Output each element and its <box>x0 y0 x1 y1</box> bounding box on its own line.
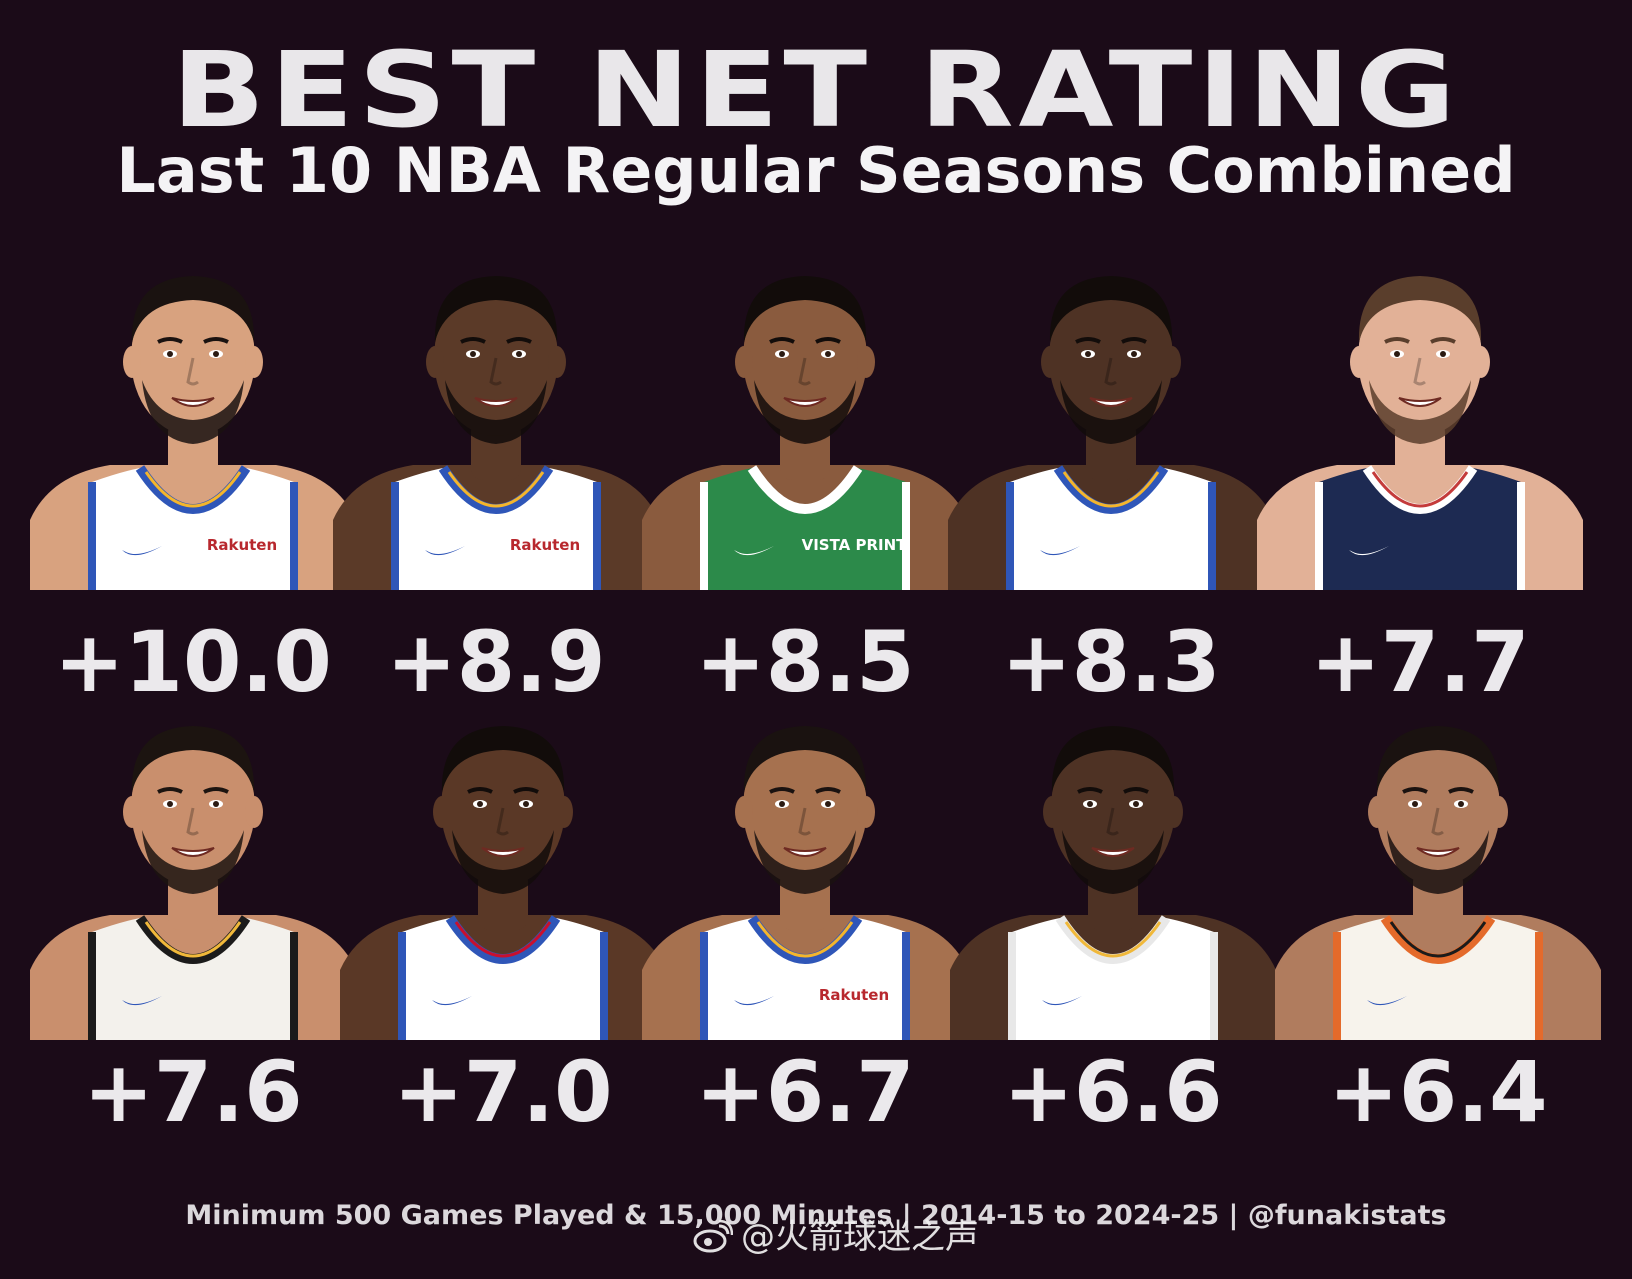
player-card-1: Rakuten +10.0 <box>30 250 356 704</box>
player-card-6: +7.6 <box>30 700 356 1134</box>
player-card-10: +6.4 <box>1275 700 1601 1134</box>
player-portrait: VISTA PRINT <box>642 276 968 590</box>
net-rating-value: +6.6 <box>1003 1043 1223 1141</box>
player-portrait: Rakuten <box>642 726 968 1040</box>
jersey-sponsor-label: VISTA PRINT <box>802 536 908 554</box>
player-card-4: +8.3 <box>948 250 1274 704</box>
weibo-icon <box>693 1219 734 1260</box>
page-title: BEST NET RATING <box>171 29 1461 151</box>
player-photo <box>30 700 356 1040</box>
net-rating-value: +7.0 <box>393 1043 613 1141</box>
player-card-3: VISTA PRINT +8.5 <box>642 250 968 704</box>
jersey-sponsor-label: Rakuten <box>819 986 889 1004</box>
net-rating-value: +10.0 <box>54 613 332 711</box>
watermark: @火箭球迷之声 <box>0 1217 1632 1260</box>
player-photo <box>948 250 1274 590</box>
net-rating-value: +7.6 <box>83 1043 303 1141</box>
player-photo <box>1275 700 1601 1040</box>
player-photo: Rakuten <box>30 250 356 590</box>
player-photo: Rakuten <box>333 250 659 590</box>
player-photo: Rakuten <box>642 700 968 1040</box>
net-rating-value: +8.5 <box>695 613 915 711</box>
player-portrait: Rakuten <box>30 276 356 590</box>
footer-note: Minimum 500 Games Played & 15,000 Minute… <box>185 1200 1447 1231</box>
player-portrait <box>30 726 356 1040</box>
net-rating-value: +7.7 <box>1310 613 1530 711</box>
player-card-9: +6.6 <box>950 700 1276 1134</box>
player-portrait <box>340 726 666 1040</box>
player-portrait <box>1275 726 1601 1040</box>
jersey-sponsor-label: Rakuten <box>207 536 277 554</box>
player-card-2: Rakuten +8.9 <box>333 250 659 704</box>
net-rating-value: +8.9 <box>386 613 606 711</box>
player-portrait <box>1257 276 1583 590</box>
player-portrait <box>950 726 1276 1040</box>
player-card-8: Rakuten +6.7 <box>642 700 968 1134</box>
player-card-7: +7.0 <box>340 700 666 1134</box>
player-photo <box>1257 250 1583 590</box>
net-rating-value: +6.4 <box>1328 1043 1548 1141</box>
player-portrait <box>948 276 1274 590</box>
page-subtitle: Last 10 NBA Regular Seasons Combined <box>116 134 1516 207</box>
player-portrait: Rakuten <box>333 276 659 590</box>
player-photo <box>950 700 1276 1040</box>
player-photo: VISTA PRINT <box>642 250 968 590</box>
net-rating-value: +6.7 <box>695 1043 915 1141</box>
net-rating-value: +8.3 <box>1001 613 1221 711</box>
player-card-5: +7.7 <box>1257 250 1583 704</box>
watermark-text: @火箭球迷之声 <box>741 1217 979 1257</box>
player-photo <box>340 700 666 1040</box>
jersey-sponsor-label: Rakuten <box>510 536 580 554</box>
